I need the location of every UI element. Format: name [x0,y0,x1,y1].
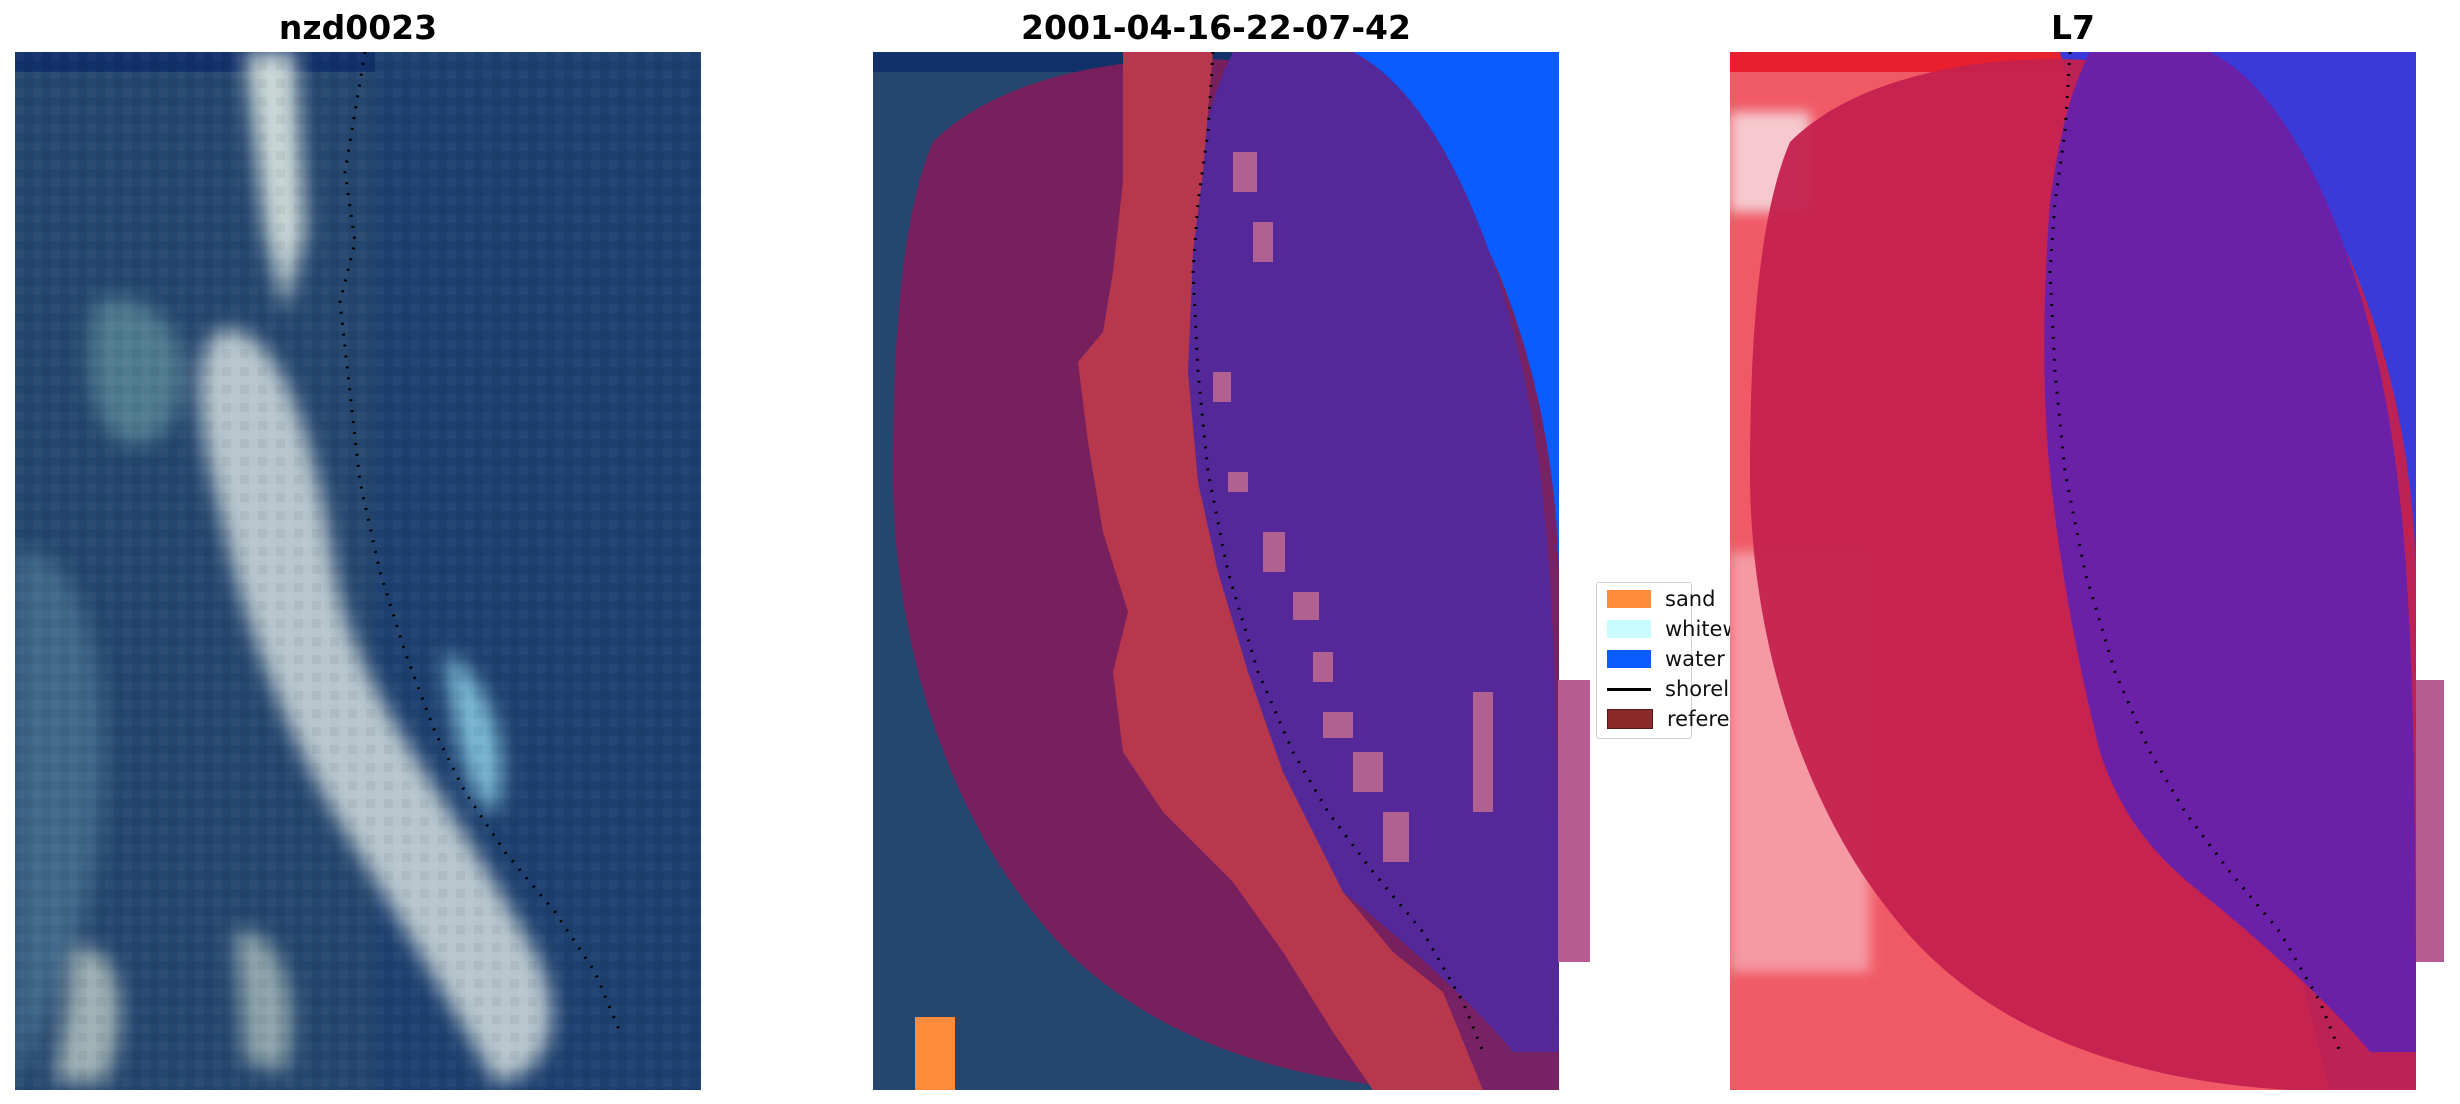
sand-swatch [1607,590,1651,608]
legend-item-sand: sand [1607,587,1715,611]
reference-edge-strip-right [2416,680,2444,962]
legend-item-reference: reference [1607,707,1730,731]
reference-edge-strip [1558,680,1590,962]
panel-title-index: L7 [2051,8,2095,47]
legend-item-water: water [1607,647,1725,671]
shoreline-trace-3 [2048,52,2342,1053]
panel-title-rgb: nzd0023 [278,8,438,47]
shoreline-trace-2 [1191,52,1485,1053]
sand-patch [915,1017,955,1090]
panel-title-classification: 2001-04-16-22-07-42 [1021,8,1411,47]
legend-item-shoreline: shoreline [1607,677,1730,701]
classification-image [873,52,1559,1090]
water-swatch [1607,650,1651,668]
whitewater-swatch [1607,620,1651,638]
rgb-satellite-image [15,52,701,1090]
shoreline-swatch [1607,687,1651,691]
l7-index-image [1730,52,2416,1090]
reference-swatch [1607,709,1653,729]
